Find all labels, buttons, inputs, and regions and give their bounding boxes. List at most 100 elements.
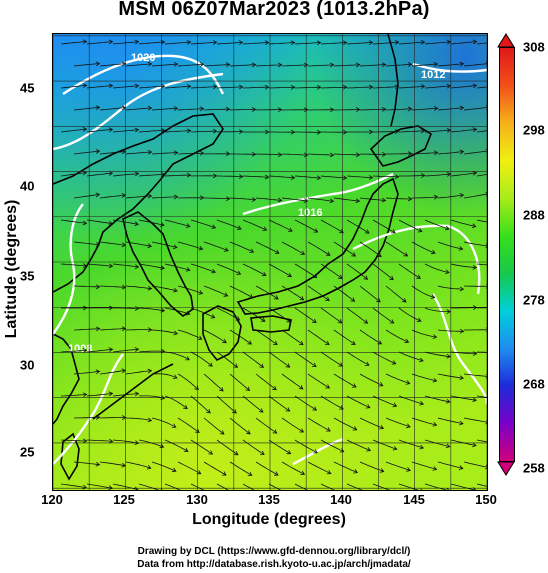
streamline-arrowhead <box>433 194 439 200</box>
streamline <box>320 86 347 89</box>
streamline <box>73 241 100 246</box>
streamline-arrowhead <box>277 152 283 158</box>
streamline-arrowhead <box>199 62 205 67</box>
streamline <box>73 461 100 466</box>
streamline-arrowhead <box>147 285 153 291</box>
streamline <box>112 263 139 268</box>
streamline <box>476 130 487 133</box>
y-tick-40: 40 <box>20 178 35 194</box>
streamline <box>476 42 487 45</box>
streamline <box>268 42 295 45</box>
streamline-arrowhead <box>394 129 400 134</box>
streamline-arrowhead <box>95 242 101 247</box>
streamline-arrowhead <box>339 448 345 453</box>
streamline-arrowhead <box>300 470 306 475</box>
streamline-arrowhead <box>197 335 203 340</box>
isobar-g <box>431 293 487 405</box>
streamline <box>450 219 476 227</box>
streamline <box>320 42 347 45</box>
streamline-arrowhead <box>274 249 280 254</box>
streamline <box>307 417 331 432</box>
streamline-arrowhead <box>389 319 395 324</box>
x-tick-130: 130 <box>186 492 208 507</box>
streamline <box>203 64 230 67</box>
streamline <box>138 483 160 490</box>
streamline-arrowhead <box>199 195 205 201</box>
streamline <box>294 263 317 278</box>
streamline-arrowhead <box>233 451 239 456</box>
streamline <box>73 328 100 331</box>
streamline <box>138 263 165 269</box>
streamline-arrowhead <box>407 196 413 202</box>
x-tick-150: 150 <box>475 492 497 507</box>
streamline-arrowhead <box>433 61 439 67</box>
streamline <box>359 329 382 345</box>
streamline <box>385 373 410 384</box>
streamline-arrowhead <box>224 247 229 252</box>
streamline-arrowhead <box>236 225 242 230</box>
isobar-d <box>242 172 394 216</box>
streamline <box>411 63 438 67</box>
streamline-arrowhead <box>147 417 153 423</box>
streamline <box>203 285 228 297</box>
streamline-arrowhead <box>446 83 452 89</box>
streamline <box>177 285 203 294</box>
streamline <box>463 373 487 377</box>
streamline-arrowhead <box>430 294 436 299</box>
streamline-arrowhead <box>472 442 477 448</box>
streamline-arrowhead <box>134 83 140 89</box>
streamline <box>398 351 424 362</box>
streamline <box>294 439 318 454</box>
streamline-arrowhead <box>458 246 464 251</box>
streamline <box>203 329 227 344</box>
streamline <box>385 241 408 257</box>
streamline <box>99 151 126 155</box>
streamline-arrowhead <box>290 129 296 135</box>
streamline-arrowhead <box>95 61 101 67</box>
streamline-arrowhead <box>247 340 253 345</box>
streamline <box>177 461 201 475</box>
streamline-arrowhead <box>272 385 277 391</box>
streamline-arrowhead <box>377 340 383 345</box>
streamline <box>112 219 139 225</box>
wind-streamlines <box>60 39 487 490</box>
streamline-arrowhead <box>316 40 322 46</box>
streamline-arrowhead <box>325 251 331 256</box>
isobar-label-3: 1012 <box>421 69 445 81</box>
streamline-arrowhead <box>338 274 343 279</box>
streamline-arrowhead <box>325 296 330 301</box>
streamline-arrowhead <box>225 151 231 157</box>
streamline <box>216 439 239 456</box>
streamline-arrowhead <box>262 226 268 231</box>
streamline <box>450 172 477 177</box>
streamline <box>268 307 291 323</box>
streamline-arrowhead <box>82 305 88 311</box>
streamline <box>99 241 126 246</box>
streamline <box>333 417 357 431</box>
streamline <box>242 483 255 490</box>
streamline-arrowhead <box>108 83 114 89</box>
streamline-arrowhead <box>147 243 152 249</box>
streamline-arrowhead <box>342 40 348 46</box>
streamline <box>164 439 189 452</box>
streamline-arrowhead <box>160 348 166 354</box>
streamline-arrowhead <box>173 106 179 111</box>
streamline <box>86 129 113 133</box>
streamline <box>112 129 139 133</box>
streamline <box>294 395 317 411</box>
streamline-arrowhead <box>160 265 165 271</box>
streamline-arrowhead <box>459 286 465 292</box>
streamline-arrowhead <box>160 83 166 89</box>
streamline <box>229 373 250 391</box>
streamline-arrowhead <box>485 419 487 425</box>
streamline <box>398 219 422 232</box>
streamline <box>164 174 191 177</box>
streamline <box>164 395 188 409</box>
streamline-arrowhead <box>185 310 191 316</box>
streamline-arrowhead <box>355 198 361 204</box>
streamline-arrowhead <box>261 271 267 277</box>
streamline-arrowhead <box>342 129 348 135</box>
streamline-arrowhead <box>313 228 319 233</box>
streamline-arrowhead <box>251 151 257 157</box>
streamline-arrowhead <box>338 362 344 367</box>
